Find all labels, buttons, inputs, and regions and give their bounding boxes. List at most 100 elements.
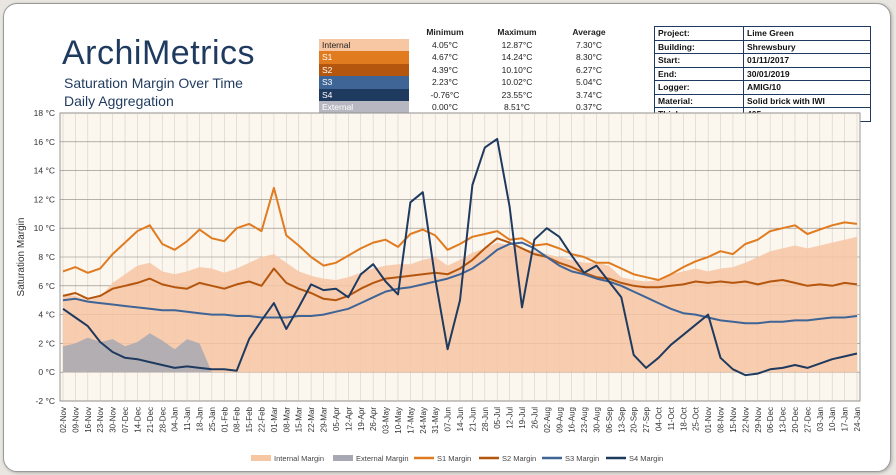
line-s1-margin (62, 186, 858, 281)
x-tick-label: 17-May (406, 407, 415, 434)
x-tick-label: 05-Jul (493, 407, 502, 429)
stats-row-label: S4 (319, 88, 409, 101)
report-card: ArchiMetrics Saturation Margin Over Time… (3, 3, 891, 472)
stats-row-label: Internal (319, 38, 409, 51)
x-tick-label: 08-Mar (282, 407, 291, 433)
y-axis-label: Saturation Margin (16, 218, 27, 297)
info-key: Project: (654, 26, 744, 41)
x-tick-label: 14-Dec (133, 407, 142, 433)
info-value: Solid brick with IWI (743, 94, 871, 108)
info-value: Shrewsbury (743, 40, 871, 54)
info-row: Logger: AMIG/10 (654, 80, 871, 95)
area-external-margin (63, 333, 857, 373)
x-tick-label: 20-Sep (630, 406, 639, 432)
x-tick-label: 20-Dec (791, 407, 800, 433)
x-tick-label: 08-Nov (717, 407, 726, 433)
x-tick-label: 09-Aug (555, 407, 564, 433)
x-tick-label: 29-Nov (754, 407, 763, 433)
y-tick-label: 0 °C (38, 367, 55, 377)
y-tick-label: -2 °C (36, 396, 55, 406)
stats-row-label: S1 (319, 51, 409, 64)
x-tick-label: 27-Dec (803, 407, 812, 433)
x-tick-label: 08-Feb (233, 406, 242, 432)
stats-max-value: 10.10°C (501, 64, 533, 75)
x-tick-label: 19-Apr (357, 407, 366, 431)
stats-avg-value: 8.30°C (575, 52, 603, 63)
x-tick-label: 01-Nov (704, 407, 713, 433)
x-tick-label: 05-Apr (332, 407, 341, 431)
stats-min-value: -0.76°C (430, 89, 460, 100)
stats-row-label: S2 (319, 63, 409, 76)
x-tick-label: 28-Dec (158, 407, 167, 433)
legend-label: Internal Margin (274, 454, 324, 463)
x-tick-label: 21-Dec (146, 407, 155, 433)
x-tick-label: 15-Feb (245, 406, 254, 432)
stats-min-value: 2.23°C (431, 77, 459, 88)
info-row: Building: Shrewsbury (654, 40, 871, 54)
stats-avg-value: 3.74°C (575, 89, 603, 100)
stats-max-value: 12.87°C (501, 39, 533, 50)
x-tick-label: 04-Oct (655, 406, 664, 431)
stats-header-avg: Average (572, 27, 606, 38)
info-value: AMIG/10 (743, 80, 871, 95)
x-tick-label: 29-Mar (320, 407, 329, 433)
x-tick-label: 03-Jan (816, 407, 825, 431)
line-s2-margin (62, 237, 858, 302)
info-row: Start: 01/11/2017 (654, 53, 871, 68)
chart-subtitle: Saturation Margin Over Time (64, 75, 243, 91)
x-tick-label: 06-Dec (766, 407, 775, 433)
line-s4-margin (62, 137, 858, 377)
x-tick-label: 16-Nov (84, 407, 93, 433)
legend-swatch (251, 455, 271, 461)
stats-max-value: 10.02°C (501, 77, 533, 88)
stats-avg-value: 6.27°C (575, 64, 603, 75)
saturation-margin-chart: -2 °C 0 °C 2 °C 4 °C 6 °C 8 °C 10 °C 12 °C 14 °C… (16, 108, 862, 463)
info-key: Start: (654, 53, 744, 68)
y-tick-label: 12 °C (34, 194, 55, 204)
stats-row: External 0.00°C 8.51°C 0.37°C (319, 101, 625, 114)
stats-max-value: 14.24°C (501, 52, 533, 63)
x-tick-label: 24-Jan (853, 407, 862, 431)
x-tick-label: 07-Jun (444, 407, 453, 431)
x-tick-label: 18-Oct (679, 406, 688, 431)
x-tick-label: 22-Feb (258, 406, 267, 432)
x-tick-label: 03-May (382, 407, 391, 434)
x-tick-label: 26-Apr (369, 407, 378, 431)
x-tick-label: 11-Oct (667, 406, 676, 430)
stats-header-min: Minimum (426, 27, 464, 38)
y-tick-label: 18 °C (34, 108, 55, 118)
info-key: Logger: (654, 80, 744, 95)
y-tick-label: 14 °C (34, 166, 55, 176)
x-tick-label: 28-Jun (481, 407, 490, 431)
stats-table: Minimum Maximum Average Internal 4.05°C 12… (319, 26, 625, 114)
legend-label: External Margin (356, 454, 409, 463)
stats-row: S2 4.39°C 10.10°C 6.27°C (319, 63, 625, 76)
x-tick-label: 13-Sep (617, 406, 626, 432)
x-tick-label: 16-Aug (568, 407, 577, 433)
x-tick-label: 12-Jul (506, 407, 515, 429)
x-tick-label: 13-Dec (779, 407, 788, 433)
info-key: End: (654, 67, 744, 81)
stats-header-row: Minimum Maximum Average (319, 26, 625, 39)
y-tick-label: 16 °C (34, 137, 55, 147)
y-tick-label: 2 °C (38, 338, 55, 348)
x-tick-label: 04-Jan (171, 407, 180, 431)
area-internal-margin (63, 236, 857, 373)
x-tick-label: 17-Jan (841, 407, 850, 431)
y-tick-label: 4 °C (38, 310, 55, 320)
x-tick-label: 27-Sep (642, 406, 651, 432)
x-tick-label: 30-Aug (592, 407, 601, 433)
info-value: Lime Green (743, 26, 871, 41)
y-tick-label: 10 °C (34, 223, 55, 233)
stats-row-label: S3 (319, 76, 409, 89)
stats-min-value: 4.67°C (431, 52, 459, 63)
x-tick-label: 14-Jun (456, 407, 465, 431)
x-tick-label: 26-Jul (530, 407, 539, 429)
x-tick-label: 31-May (431, 407, 440, 434)
legend-label: S3 Margin (565, 454, 599, 463)
x-tick-label: 24-May (419, 407, 428, 434)
x-tick-label: 07-Dec (121, 407, 130, 433)
stats-avg-value: 7.30°C (575, 39, 603, 50)
x-tick-label: 22-Nov (741, 407, 750, 433)
stats-min-value: 4.39°C (431, 64, 459, 75)
